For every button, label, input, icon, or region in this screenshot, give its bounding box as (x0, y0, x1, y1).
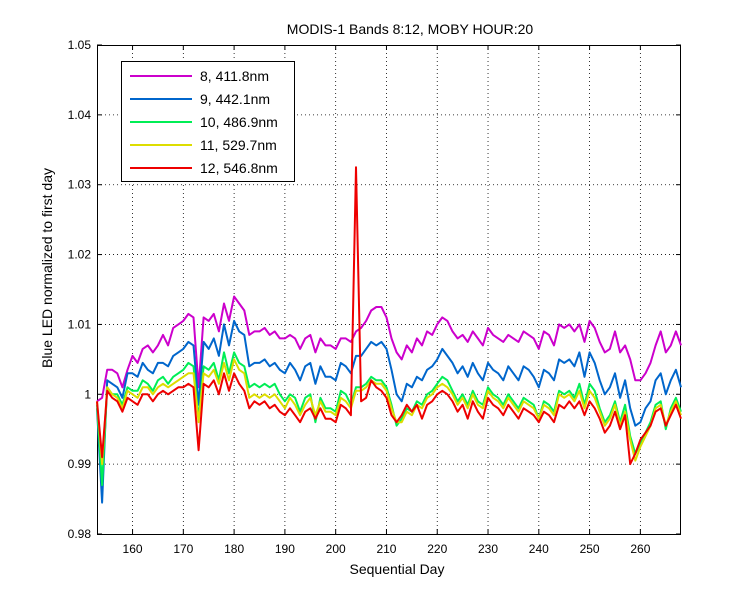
x-tick-label: 260 (630, 542, 650, 556)
series-line-3 (96, 351, 682, 487)
series-line-5 (96, 166, 682, 466)
x-axis-label: Sequential Day (350, 561, 445, 577)
axis-ticks: 160 170 180 190 200 210 220 230 240 250 260 0.98 0.9… (68, 38, 681, 556)
y-tick-label: 1 (84, 387, 91, 401)
series-line-4 (96, 358, 682, 466)
y-tick-label: 1.05 (68, 38, 92, 52)
legend-label-5: 12, 546.8nm (200, 160, 278, 176)
y-tick-label: 1.03 (68, 178, 92, 192)
series-line-2 (96, 319, 682, 504)
x-tick-label: 180 (224, 542, 244, 556)
x-tick-label: 220 (427, 542, 447, 556)
legend-label-1: 8, 411.8nm (200, 68, 269, 84)
series-lines (96, 166, 682, 504)
x-tick-label: 240 (529, 542, 549, 556)
x-tick-label: 210 (376, 542, 396, 556)
legend: 8, 411.8nm 9, 442.1nm 10, 486.9nm 11, 529.7… (121, 61, 295, 182)
x-tick-label: 200 (326, 542, 346, 556)
y-axis-label: Blue LED normalized to first day (39, 168, 55, 368)
chart-title: MODIS-1 Bands 8:12, MOBY HOUR:20 (287, 21, 534, 37)
legend-label-3: 10, 486.9nm (200, 114, 278, 130)
legend-label-2: 9, 442.1nm (200, 91, 270, 107)
x-tick-label: 190 (275, 542, 295, 556)
legend-label-4: 11, 529.7nm (200, 137, 277, 153)
y-tick-label: 0.98 (68, 527, 92, 541)
y-tick-label: 0.99 (68, 457, 92, 471)
plot-frame (97, 45, 681, 535)
y-tick-label: 1.04 (68, 108, 92, 122)
y-tick-label: 1.01 (68, 317, 92, 331)
x-tick-label: 170 (173, 542, 193, 556)
x-tick-label: 160 (123, 542, 143, 556)
y-tick-label: 1.02 (68, 248, 92, 262)
x-tick-label: 230 (478, 542, 498, 556)
x-tick-label: 250 (580, 542, 600, 556)
series-line-1 (96, 295, 682, 403)
